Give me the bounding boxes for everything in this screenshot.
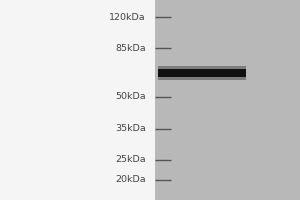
Bar xyxy=(0,0,154,200)
Bar xyxy=(158,77,246,80)
Bar xyxy=(158,69,246,77)
Text: 120kDa: 120kDa xyxy=(109,13,146,22)
Bar xyxy=(154,0,300,200)
Bar xyxy=(158,66,246,69)
Text: 25kDa: 25kDa xyxy=(115,155,146,164)
Text: 35kDa: 35kDa xyxy=(115,124,146,133)
Text: 50kDa: 50kDa xyxy=(115,92,146,101)
Text: 20kDa: 20kDa xyxy=(115,175,146,184)
Text: 85kDa: 85kDa xyxy=(115,44,146,53)
